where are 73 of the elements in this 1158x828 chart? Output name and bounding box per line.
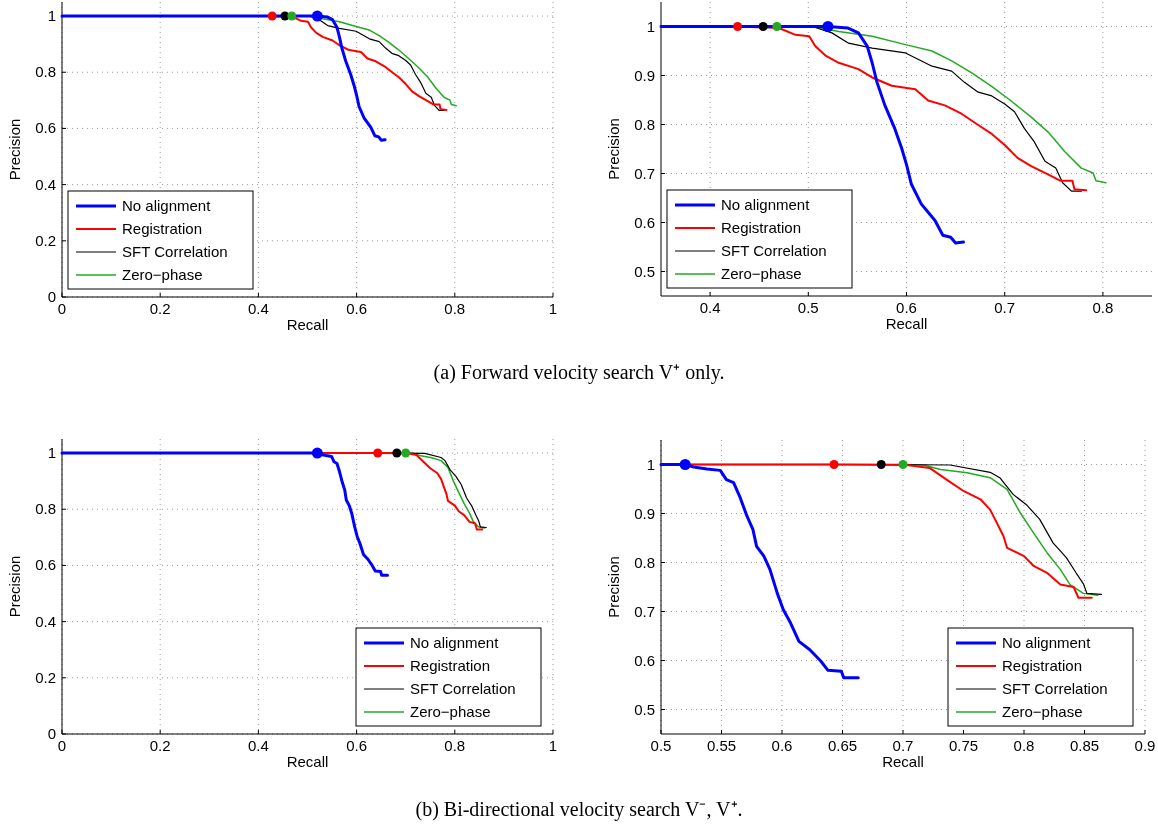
legend-label: Zero−phase (410, 703, 491, 720)
x-tick-label: 1 (548, 737, 558, 754)
y-axis-title: Precision (6, 555, 23, 618)
legend-label: Registration (1002, 657, 1083, 674)
legend-label: Zero−phase (122, 266, 203, 283)
y-tick-label: 0.7 (634, 602, 655, 620)
y-tick-label: 0.6 (634, 213, 655, 231)
y-tick-label: 0.2 (35, 231, 56, 249)
y-axis-title: Precision (605, 118, 622, 180)
x-tick-label: 0.6 (346, 737, 368, 754)
y-axis-title: Precision (605, 556, 622, 618)
x-tick-label: 0.9 (1134, 737, 1156, 754)
y-tick-label: 1 (646, 17, 655, 35)
y-tick-label: 0.8 (634, 115, 655, 133)
x-tick-label: 0.8 (444, 300, 466, 317)
x-tick-label: 0.4 (247, 300, 269, 317)
y-tick-label: 0 (47, 725, 56, 742)
y-tick-label: 0 (47, 288, 56, 305)
legend-label: SFT Correlation (122, 243, 228, 260)
y-tick-label: 0.8 (35, 500, 56, 518)
legend-label: SFT Correlation (1002, 680, 1108, 697)
legend-label: No alignment (1002, 634, 1092, 651)
legend-label: Registration (721, 219, 802, 236)
text: (a) Forward velocity search V⁺ only. (433, 361, 725, 384)
legend-label: Registration (410, 657, 491, 674)
x-tick-label: 0.85 (1069, 737, 1100, 754)
legend-label: Zero−phase (721, 265, 802, 282)
x-tick-label: 0.4 (247, 737, 269, 754)
legend-label: SFT Correlation (410, 680, 516, 697)
x-tick-label: 0.5 (797, 299, 819, 316)
y-tick-label: 0.8 (634, 553, 655, 571)
x-tick-label: 0.8 (1013, 737, 1035, 754)
x-axis-title: Recall (286, 753, 329, 770)
y-tick-label: 0.5 (634, 700, 655, 718)
y-tick-label: 0.4 (35, 175, 56, 193)
y-tick-label: 0.6 (634, 651, 655, 669)
x-tick-label: 0.7 (892, 737, 914, 754)
x-tick-label: 0.7 (994, 299, 1016, 316)
y-tick-label: 1 (47, 444, 56, 462)
y-tick-label: 0.9 (634, 66, 655, 84)
y-tick-label: 0.4 (35, 612, 56, 630)
x-tick-label: 0.55 (706, 737, 737, 754)
x-tick-label: 0.4 (699, 299, 721, 316)
y-tick-label: 1 (646, 455, 655, 473)
legend-label: No alignment (721, 196, 811, 213)
legend-label: SFT Correlation (721, 242, 827, 259)
legend-label: Zero−phase (1002, 703, 1083, 720)
x-axis-title: Recall (885, 315, 928, 332)
x-tick-label: 0.2 (149, 300, 171, 317)
y-tick-label: 0.5 (634, 262, 655, 280)
legend-label: Registration (122, 220, 203, 237)
x-tick-label: 0.8 (1092, 299, 1114, 316)
text: (b) Bi-directional velocity search V⁻, V⁺. (415, 798, 743, 821)
x-tick-label: 1 (548, 300, 558, 317)
y-tick-label: 0.6 (35, 556, 56, 574)
legend-label: No alignment (122, 197, 212, 214)
legend-label: No alignment (410, 634, 500, 651)
x-tick-label: 0.6 (346, 300, 368, 317)
y-tick-label: 0.8 (35, 63, 56, 81)
y-tick-label: 0.9 (634, 504, 655, 522)
x-tick-label: 0.8 (444, 737, 466, 754)
x-axis-title: Recall (882, 753, 924, 770)
y-tick-label: 1 (47, 7, 56, 25)
x-tick-label: 0.75 (948, 737, 979, 754)
x-tick-label: 0.6 (896, 299, 917, 316)
y-tick-label: 0.7 (634, 164, 655, 182)
y-tick-label: 0.6 (35, 119, 56, 137)
x-tick-label: 0.65 (827, 737, 858, 754)
y-axis-title: Precision (6, 118, 23, 181)
x-axis-title: Recall (286, 316, 329, 333)
y-tick-label: 0.2 (35, 668, 56, 686)
x-tick-label: 0.2 (149, 737, 171, 754)
x-tick-label: 0.6 (771, 737, 793, 754)
